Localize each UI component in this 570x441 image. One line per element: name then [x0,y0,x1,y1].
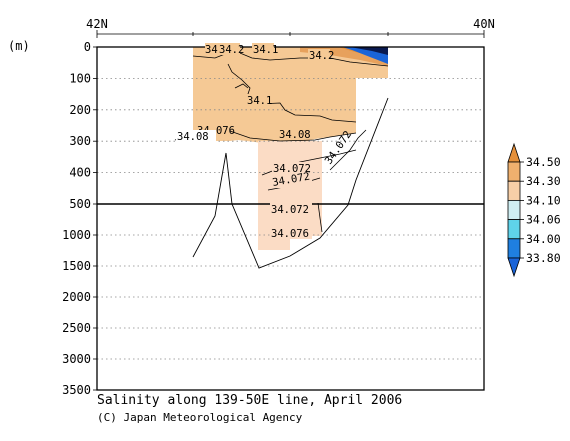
y-tick-label: 2000 [62,290,91,304]
x-tick-label: 42N [86,17,108,31]
y-tick-label: 0 [84,40,91,54]
y-tick-label: 3000 [62,352,91,366]
contour-line [317,202,323,233]
colorbar-segment [507,238,521,259]
colorbar-segment [507,199,521,220]
y-tick-label: 1000 [62,228,91,242]
x-tick-label: 40N [473,17,495,31]
colorbar-segment [507,142,521,163]
fill-34.1-34.3-upper [193,47,388,147]
colorbar-level-label: 34.00 [526,232,561,246]
y-tick-label: 300 [69,134,91,148]
y-tick-label: 400 [69,166,91,180]
colorbar-level-label: 34.10 [526,193,561,207]
chart-title: Salinity along 139-50E line, April 2006 [97,393,403,408]
seafloor-outline [192,97,389,269]
colorbar: 34.50 34.30 34.10 34.06 34.00 33.80 [507,142,561,278]
colorbar-level-label: 34.06 [526,213,561,227]
contour-label: 34.1 [253,44,278,56]
contour-label: 34.08 [177,131,209,143]
chart-credit: (C) Japan Meteorological Agency [97,411,303,424]
contour-label: 34.072 [273,163,311,175]
y-tick-label: 3500 [62,383,91,397]
colorbar-level-label: 33.80 [526,251,561,265]
contour-label: 34.1 [247,95,272,107]
colorbar-segment [507,219,521,240]
contour-label: 34.2 [309,50,334,62]
latitude-axis [96,30,485,38]
colorbar-level-label: 34.50 [526,155,561,169]
y-tick-label: 500 [69,197,91,211]
y-unit-label: (m) [8,39,30,53]
contour-label: 34.08 [279,129,311,141]
grid-lines [97,78,484,360]
y-tick-label: 2500 [62,321,91,335]
colorbar-segment [507,161,521,182]
contour-line [234,83,249,89]
fill-fresh-core-inner [350,47,388,55]
colorbar-segment [507,180,521,201]
colorbar-segment [507,257,521,278]
depth-tick-labels: 0 100 200 300 400 500 1000 1500 2000 2500 3000 3500 [62,40,97,397]
salinity-fill-regions [193,47,388,250]
y-tick-label: 1500 [62,259,91,273]
contour-line [192,52,389,67]
contour-label: 34.072 [271,204,309,216]
colorbar-level-label: 34.30 [526,174,561,188]
y-tick-label: 100 [69,71,91,85]
contour-label: 34.076 [271,228,309,240]
contour-line [329,129,367,171]
contour-label: 34.2 [219,44,244,56]
y-tick-label: 200 [69,103,91,117]
plot-frame [96,46,485,391]
